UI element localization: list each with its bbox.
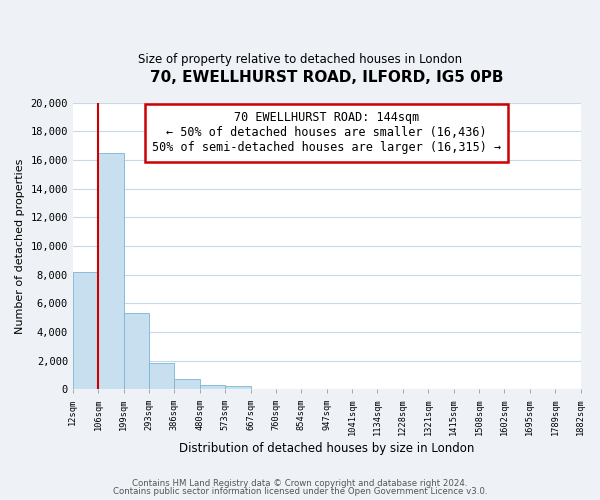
Bar [225,386,251,390]
Bar [175,378,200,390]
X-axis label: Distribution of detached houses by size in London: Distribution of detached houses by size … [179,442,475,455]
Text: 70 EWELLHURST ROAD: 144sqm
← 50% of detached houses are smaller (16,436)
50% of : 70 EWELLHURST ROAD: 144sqm ← 50% of deta… [152,112,501,154]
Bar [149,364,175,390]
Text: Contains HM Land Registry data © Crown copyright and database right 2024.: Contains HM Land Registry data © Crown c… [132,478,468,488]
Text: Contains public sector information licensed under the Open Government Licence v3: Contains public sector information licen… [113,487,487,496]
Bar [124,314,149,390]
Text: Size of property relative to detached houses in London: Size of property relative to detached ho… [138,52,462,66]
Bar [200,385,225,390]
Bar [98,153,124,390]
Y-axis label: Number of detached properties: Number of detached properties [15,158,25,334]
Title: 70, EWELLHURST ROAD, ILFORD, IG5 0PB: 70, EWELLHURST ROAD, ILFORD, IG5 0PB [150,70,503,85]
Bar [73,272,98,390]
